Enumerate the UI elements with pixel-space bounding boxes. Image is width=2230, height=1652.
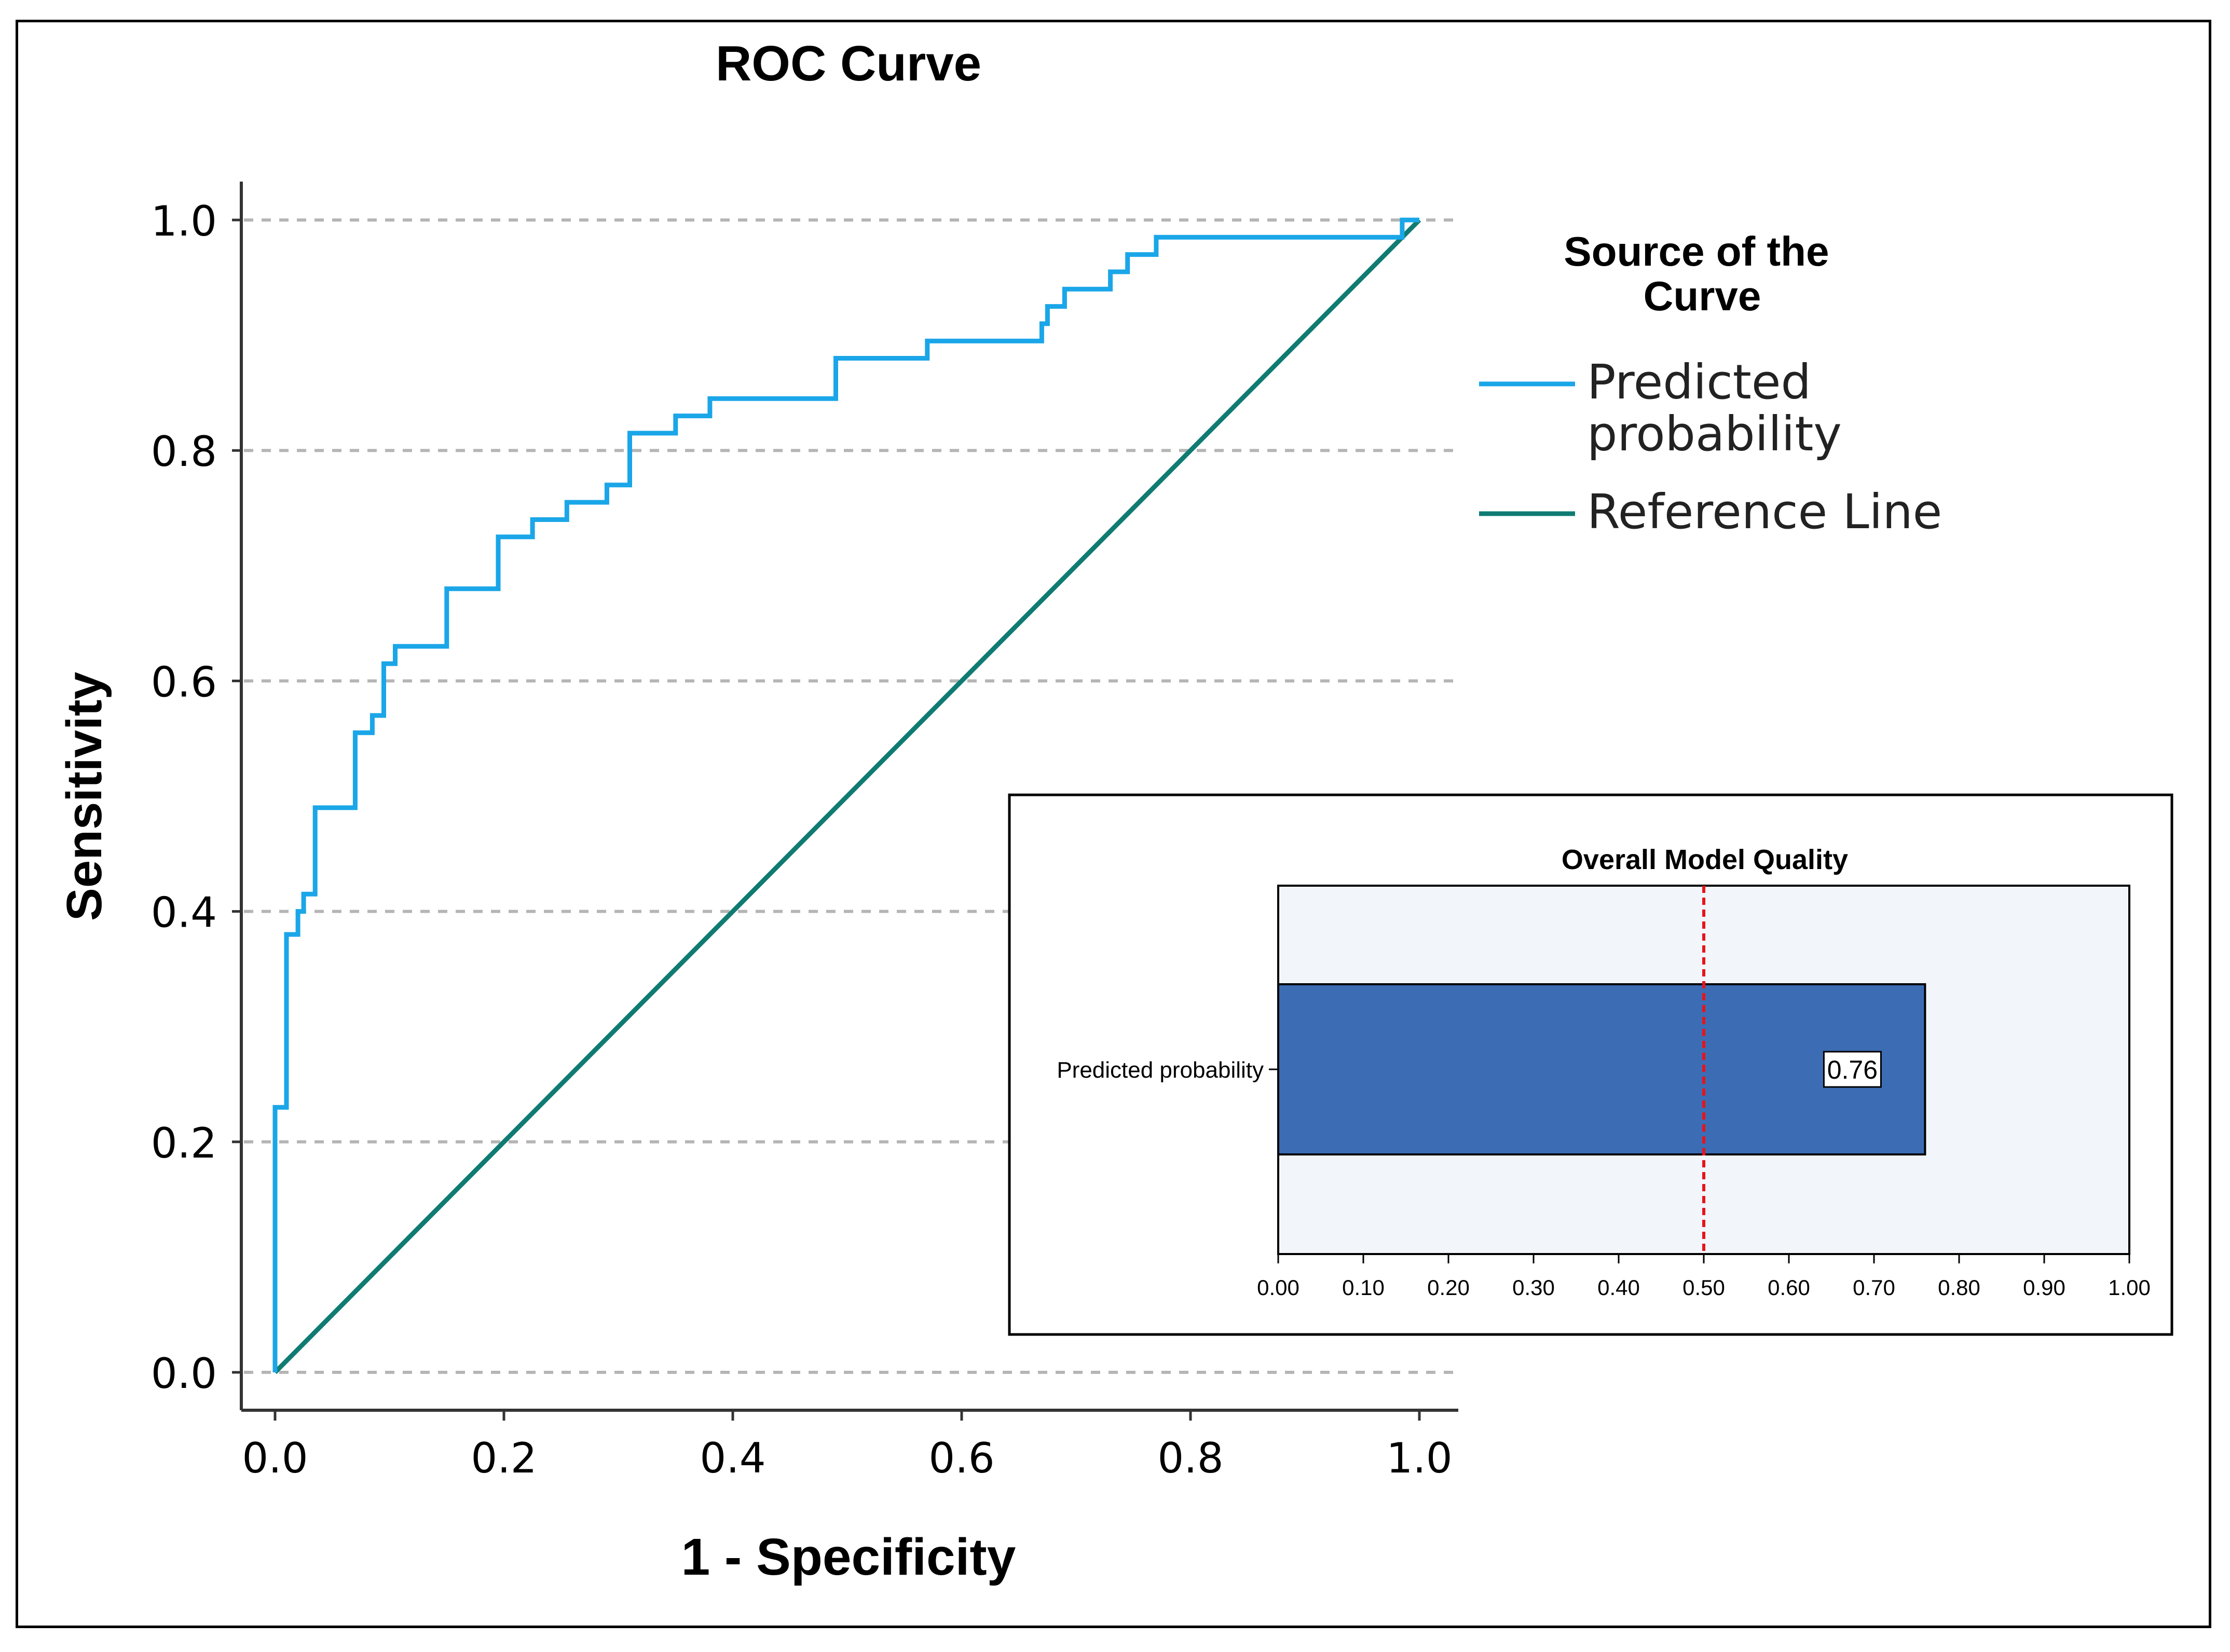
roc-x-tick-label: 0.8 <box>1157 1434 1223 1482</box>
roc-y-tick-label: 0.6 <box>151 658 217 706</box>
legend-label: Predicted <box>1587 354 1811 410</box>
roc-y-tick-labels: 0.0 0.2 0.4 0.6 0.8 1.0 <box>151 197 241 1398</box>
roc-y-axis-label: Sensitivity <box>57 672 112 921</box>
roc-series-group <box>272 217 1421 1374</box>
model-quality-x-tick-label: 0.30 <box>1512 1275 1555 1300</box>
model-quality-x-ticks: 0.00 0.10 0.20 0.30 0.40 0.50 0.60 0.70 0.80 0.90… <box>1257 1254 2151 1300</box>
model-quality-value-label: 0.76 <box>1827 1055 1878 1084</box>
roc-x-tick-label: 0.4 <box>700 1434 765 1482</box>
roc-chart-title: ROC Curve <box>716 36 981 91</box>
reference-line-line <box>273 218 1421 1374</box>
roc-chart: ROC Curve 0.00.20.40.60.81.0 0.0 0.2 0.4 0.… <box>57 36 1458 1586</box>
roc-y-tick-label: 0.8 <box>151 428 217 476</box>
model-quality-title: Overall Model Quality <box>1562 844 1848 875</box>
roc-y-tick-label: 0.2 <box>151 1119 217 1167</box>
model-quality-panel: Overall Model Quality Predicted probabil… <box>1008 793 2173 1336</box>
roc-x-tick-label: 0.2 <box>471 1434 537 1482</box>
roc-x-axis-label: 1 - Specificity <box>681 1528 1016 1586</box>
legend-label: Reference Line <box>1587 484 1942 540</box>
legend: Source of the Curve Predictedprobability… <box>1479 228 1942 540</box>
model-quality-x-tick-label: 0.60 <box>1768 1275 1810 1300</box>
roc-x-tick-label: 0.6 <box>928 1434 994 1482</box>
legend-title-line-2: Curve <box>1644 273 1761 319</box>
roc-y-tick-label: 0.4 <box>151 889 217 937</box>
legend-title-line-1: Source of the <box>1564 228 1829 274</box>
legend-title: Source of the Curve <box>1564 228 1840 319</box>
model-quality-value-label-box <box>1823 1051 1882 1088</box>
model-quality-category-label: Predicted probability <box>1057 1057 1264 1083</box>
model-quality-bars: Predicted probability 0.76 <box>1057 886 1926 1254</box>
model-quality-x-tick-label: 0.70 <box>1853 1275 1895 1300</box>
model-quality-x-tick-label: 0.00 <box>1257 1275 1299 1300</box>
model-quality-x-tick-label: 0.90 <box>2023 1275 2065 1300</box>
legend-label: probability <box>1587 406 1842 462</box>
model-quality-bar <box>1277 983 1926 1155</box>
model-quality-x-tick-label: 0.10 <box>1342 1275 1385 1300</box>
model-quality-x-tick-label: 0.40 <box>1597 1275 1640 1300</box>
roc-x-tick-labels: 0.0 0.2 0.4 0.6 0.8 1.0 <box>242 1410 1453 1482</box>
roc-y-tick-label: 0.0 <box>151 1350 217 1398</box>
roc-y-tick-label: 1.0 <box>151 197 217 245</box>
model-quality-x-tick-label: 1.00 <box>2108 1275 2151 1300</box>
predicted-probability-line <box>272 217 1419 1372</box>
model-quality-x-tick-label: 0.50 <box>1682 1275 1725 1300</box>
model-quality-x-tick-label: 0.80 <box>1938 1275 1980 1300</box>
roc-x-tick-label: 0.0 <box>242 1434 308 1482</box>
roc-x-tick-label: 1.0 <box>1386 1434 1452 1482</box>
model-quality-x-tick-label: 0.20 <box>1427 1275 1470 1300</box>
